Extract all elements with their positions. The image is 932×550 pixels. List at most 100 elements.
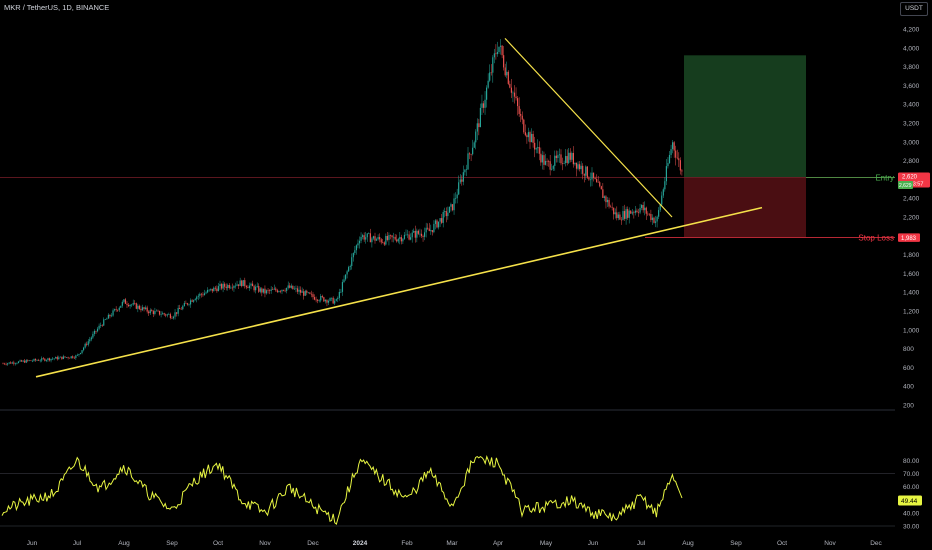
candle-body <box>90 337 92 340</box>
candle-body <box>169 314 171 318</box>
candle-body <box>667 163 669 167</box>
candle-body <box>234 285 237 287</box>
candle-body <box>41 358 43 361</box>
candle-body <box>155 310 158 312</box>
candle-body <box>450 204 452 207</box>
profit-zone[interactable] <box>684 55 806 178</box>
rsi-line[interactable] <box>1 454 683 526</box>
candle-body <box>247 287 249 289</box>
candle-body <box>509 83 511 88</box>
candle-body <box>365 237 367 240</box>
candle-body <box>145 307 147 309</box>
candle-body <box>301 291 303 293</box>
candle-body <box>72 356 74 358</box>
candle-body <box>462 172 464 182</box>
candle-body <box>422 236 424 237</box>
stop-price-tag <box>898 233 920 242</box>
stop-loss-label[interactable]: Stop Loss <box>858 233 894 242</box>
candle-body <box>465 169 468 171</box>
candle-body <box>236 284 238 286</box>
candle-body <box>405 234 407 236</box>
candle-body <box>286 287 288 291</box>
candle-body <box>327 300 330 303</box>
candle-body <box>50 358 52 361</box>
candle-body <box>372 236 375 239</box>
candle-body <box>47 358 49 361</box>
candle-body <box>138 305 140 309</box>
candle-body <box>242 280 244 287</box>
candle-body <box>664 181 666 190</box>
candle-body <box>30 360 32 362</box>
candle-body <box>447 212 449 217</box>
candle-body <box>389 235 392 236</box>
candle-body <box>227 284 229 289</box>
candle-body <box>110 315 113 317</box>
candle-body <box>534 142 536 150</box>
resistance-trendline[interactable] <box>504 37 673 218</box>
candle-body <box>11 362 13 364</box>
candle-body <box>269 290 271 291</box>
time-tick-label: Jun <box>588 540 599 547</box>
candle-body <box>304 290 306 296</box>
candle-body <box>431 230 433 233</box>
candle-body <box>38 360 40 361</box>
candle-body <box>75 355 77 358</box>
candle-body <box>416 230 418 238</box>
candle-body <box>512 92 514 94</box>
candle-body <box>444 211 446 213</box>
candle-body <box>112 310 114 316</box>
symbol-title[interactable]: MKR / TetherUS, 1D, BINANCE <box>4 3 110 12</box>
candle-body <box>414 230 416 238</box>
candle-body <box>455 198 457 199</box>
candle-body <box>70 356 72 359</box>
candle-body <box>647 213 649 215</box>
candle-body <box>369 233 371 243</box>
time-tick-label: Nov <box>259 540 271 547</box>
candle-body <box>475 131 477 143</box>
candle-body <box>344 274 347 280</box>
candle-body <box>14 363 16 365</box>
candle-body <box>552 165 554 169</box>
candle-body <box>284 290 286 292</box>
candle-body <box>606 199 609 203</box>
candle-body <box>585 166 587 176</box>
candle-body <box>453 198 455 211</box>
candle-body <box>541 155 543 163</box>
price-tick-label: 600 <box>903 365 914 372</box>
candle-body <box>174 312 176 317</box>
candle-body <box>289 285 291 288</box>
candle-body <box>653 217 655 223</box>
candle-body <box>123 299 125 302</box>
candle-body <box>52 358 54 360</box>
candle-body <box>279 291 282 292</box>
candle-body <box>620 219 623 221</box>
support-trendline[interactable] <box>35 206 763 378</box>
price-tick-label: 2,200 <box>903 215 920 222</box>
candle-body <box>504 67 506 76</box>
candle-body <box>368 233 370 234</box>
candle-body <box>189 300 192 305</box>
candle-body <box>210 288 212 290</box>
entry-label[interactable]: Entry <box>875 174 894 183</box>
currency-button[interactable]: USDT <box>900 2 928 16</box>
candle-body <box>672 142 674 150</box>
candle-body <box>472 147 474 155</box>
candle-body <box>571 152 573 160</box>
candle-body <box>496 52 499 55</box>
candle-body <box>292 285 294 290</box>
candle-body <box>109 314 111 317</box>
candle-body <box>430 230 432 232</box>
candle-body <box>436 220 438 228</box>
candle-body <box>216 288 218 292</box>
candle-body <box>413 230 415 233</box>
loss-zone[interactable] <box>684 177 806 238</box>
candle-body <box>363 235 365 240</box>
candle-body <box>172 316 175 319</box>
candle-body <box>146 307 148 312</box>
candle-body <box>261 288 263 293</box>
candle-body <box>521 115 523 120</box>
candle-body <box>312 294 314 298</box>
candle-body <box>3 363 6 365</box>
candle-body <box>386 235 388 240</box>
